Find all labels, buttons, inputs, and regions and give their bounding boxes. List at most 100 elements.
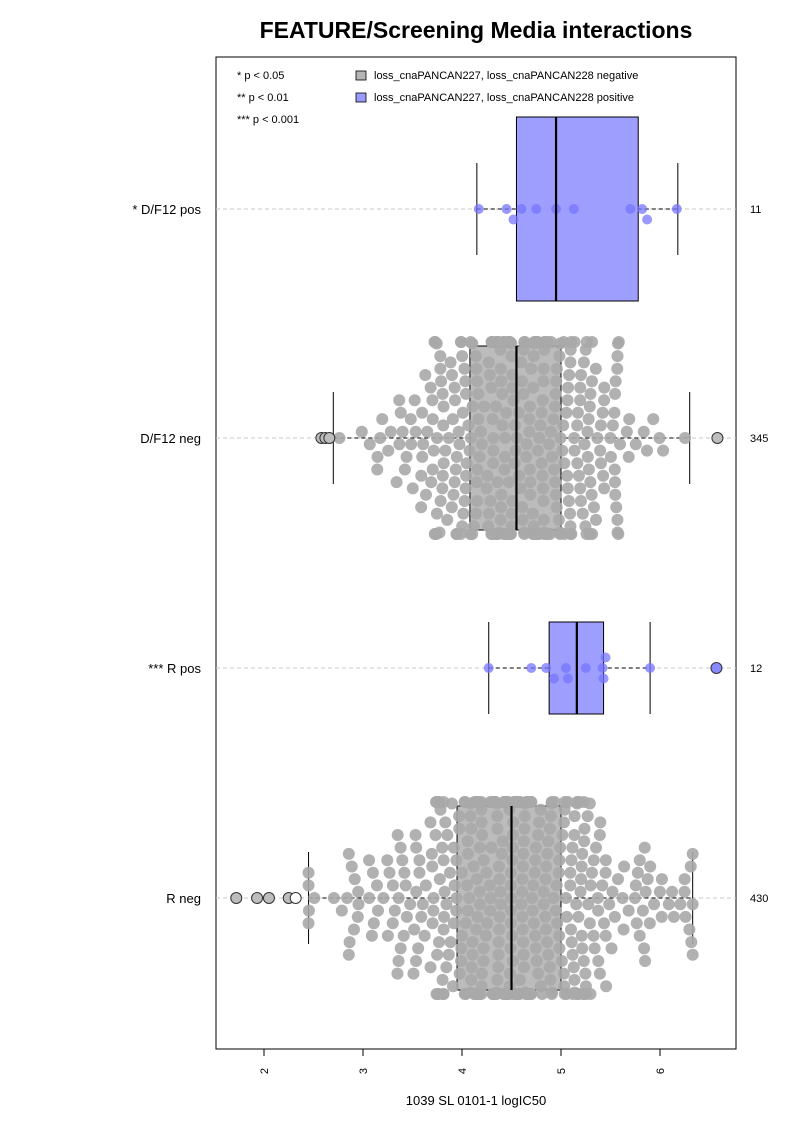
data-point — [532, 967, 545, 980]
data-point — [568, 432, 581, 444]
data-point — [480, 482, 493, 495]
data-point — [507, 816, 520, 829]
data-point — [455, 955, 468, 967]
data-point — [542, 438, 555, 451]
data-point — [611, 513, 624, 526]
data-point — [575, 860, 588, 873]
data-point — [561, 469, 574, 482]
data-point — [516, 513, 529, 526]
data-point — [496, 835, 509, 848]
data-point — [560, 663, 571, 673]
data-point — [574, 885, 587, 898]
data-point — [371, 463, 384, 476]
data-point — [578, 822, 591, 835]
data-point — [342, 948, 355, 961]
data-point — [491, 973, 504, 986]
data-point — [431, 948, 444, 961]
data-point — [572, 469, 585, 482]
data-point — [457, 507, 470, 520]
data-point — [575, 873, 588, 886]
data-point — [596, 879, 609, 892]
data-point — [525, 796, 538, 808]
data-point — [495, 488, 508, 501]
data-point — [574, 381, 587, 394]
outlier-point — [262, 892, 275, 904]
data-point — [473, 204, 484, 214]
data-point — [516, 910, 529, 923]
data-point — [466, 936, 479, 949]
data-point — [386, 879, 399, 892]
data-point — [392, 955, 405, 967]
data-point — [450, 528, 463, 540]
data-point — [416, 450, 429, 463]
data-point — [352, 898, 365, 911]
data-point — [593, 967, 606, 980]
data-point — [459, 917, 472, 930]
data-point — [611, 350, 624, 363]
data-point — [606, 885, 619, 898]
data-point — [581, 810, 594, 823]
data-point — [582, 413, 595, 426]
data-point — [581, 450, 594, 463]
data-point — [427, 904, 440, 917]
data-point — [583, 797, 596, 810]
data-point — [386, 917, 399, 930]
data-point — [495, 375, 508, 388]
data-point — [434, 495, 447, 507]
data-point — [523, 425, 536, 438]
data-point — [560, 406, 573, 419]
data-point — [518, 961, 531, 974]
data-point — [555, 955, 568, 967]
data-point — [505, 507, 518, 520]
data-point — [523, 400, 536, 413]
data-point — [549, 387, 562, 400]
data-point — [463, 444, 476, 457]
data-point — [582, 898, 595, 911]
data-point — [571, 457, 584, 470]
data-point — [571, 419, 584, 432]
data-point — [550, 362, 563, 375]
data-point — [604, 432, 617, 444]
data-point — [638, 942, 651, 955]
data-point — [382, 444, 395, 457]
data-point — [445, 501, 458, 514]
data-point — [655, 910, 668, 923]
data-point — [458, 988, 471, 1000]
data-point — [596, 406, 609, 419]
data-point — [575, 929, 588, 942]
data-point — [625, 204, 636, 214]
data-point — [589, 362, 602, 375]
data-point — [483, 663, 494, 673]
data-point — [542, 835, 555, 848]
data-point — [429, 829, 442, 841]
data-point — [391, 829, 404, 841]
data-point — [464, 528, 477, 540]
data-point — [517, 835, 530, 848]
data-point — [412, 942, 425, 955]
data-point — [394, 841, 407, 854]
data-point — [450, 854, 463, 867]
data-point — [553, 854, 566, 867]
data-point — [633, 929, 646, 942]
data-point — [496, 387, 509, 400]
data-point — [576, 507, 589, 520]
data-point — [365, 929, 378, 942]
data-point — [611, 873, 624, 886]
data-point — [459, 387, 472, 400]
data-point — [549, 476, 562, 489]
data-point — [486, 413, 499, 426]
data-point — [537, 375, 550, 388]
data-point — [440, 898, 453, 911]
data-point — [561, 394, 574, 407]
data-point — [526, 892, 539, 904]
data-point — [458, 495, 471, 507]
data-point — [483, 369, 496, 381]
data-point — [444, 936, 457, 949]
data-point — [552, 513, 565, 526]
data-point — [598, 381, 611, 394]
data-point — [561, 796, 574, 808]
data-point — [464, 432, 477, 444]
data-point — [453, 822, 466, 835]
data-point — [450, 892, 463, 904]
data-point — [678, 873, 691, 886]
